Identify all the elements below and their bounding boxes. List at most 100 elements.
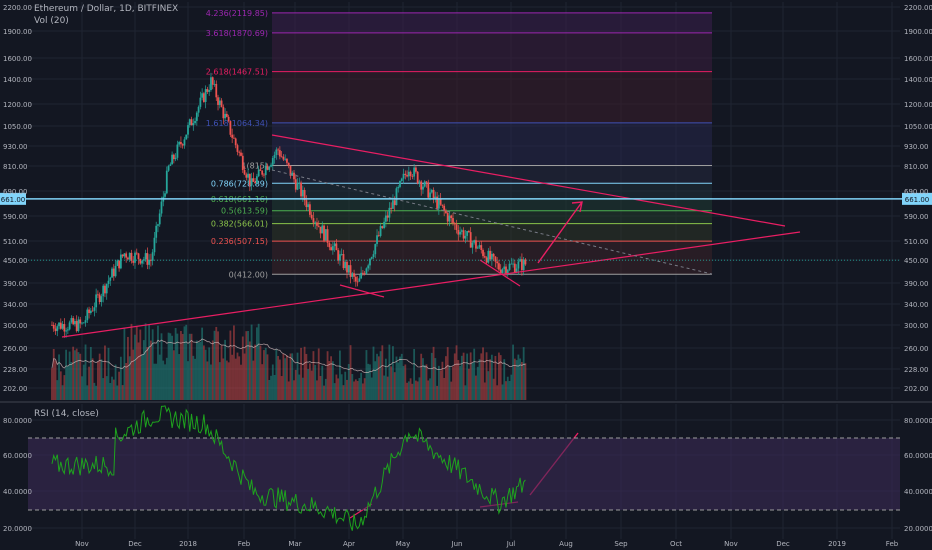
volume-bar: [406, 382, 408, 400]
volume-bar: [181, 333, 184, 400]
candle-body: [390, 207, 393, 209]
candle-body: [256, 176, 258, 184]
volume-bar: [415, 380, 417, 400]
volume-bar: [358, 378, 361, 400]
candle-body: [400, 178, 403, 181]
volume-bar: [498, 352, 500, 400]
volume-bar: [376, 353, 378, 400]
candle-body: [155, 225, 158, 238]
volume-bar: [330, 356, 332, 400]
candle-body: [340, 254, 343, 255]
volume-bar: [197, 342, 200, 400]
candle-body: [75, 321, 78, 332]
candle-body: [296, 182, 299, 190]
candle-body: [501, 269, 504, 274]
fib-level-label: 3.618(1870.69): [206, 29, 268, 38]
candle-body: [82, 322, 85, 324]
volume-bar: [319, 375, 322, 400]
volume-bar: [135, 326, 138, 400]
volume-bar: [150, 340, 152, 400]
x-tick-label: Nov: [75, 540, 89, 548]
candle-body: [116, 260, 119, 266]
candle-body: [128, 252, 131, 260]
candle-body: [342, 254, 345, 269]
x-tick-label: Feb: [886, 540, 899, 548]
volume-bar: [54, 360, 57, 400]
volume-bar: [201, 327, 204, 400]
volume-bar: [75, 348, 78, 400]
candle-body: [480, 245, 483, 250]
candle-body: [247, 173, 249, 178]
volume-bar: [455, 345, 458, 400]
volume-bar: [56, 380, 59, 400]
y-tick-label-right: 390.00: [904, 280, 929, 288]
volume-bar: [296, 352, 299, 400]
volume-ma-line: [51, 338, 526, 374]
candle-body: [137, 253, 140, 259]
volume-bar: [418, 377, 421, 400]
candle-body: [459, 231, 461, 235]
candle-body: [460, 230, 463, 232]
candle-body: [326, 229, 329, 243]
candle-body: [478, 245, 481, 248]
candle-body: [362, 272, 364, 274]
y-tick-label-left: 1200.00: [3, 101, 32, 109]
candle-body: [88, 309, 90, 314]
volume-bar: [222, 358, 225, 400]
volume-bar: [280, 376, 283, 400]
volume-bars: [51, 323, 527, 400]
volume-bar: [321, 365, 324, 400]
volume-bar: [416, 381, 419, 400]
volume-bar: [245, 331, 248, 400]
time-axis: Nov Dec 2018 Feb Mar Apr May Jun Jul Aug Sep Oct Nov…: [75, 540, 899, 548]
candle-body: [416, 171, 419, 184]
volume-bar: [512, 344, 514, 400]
volume-bar: [515, 360, 518, 400]
y-tick-label-right: 2200.00: [904, 4, 932, 12]
candle-body: [254, 181, 257, 184]
volume-bar: [323, 385, 325, 400]
volume-bar: [353, 381, 355, 400]
volume-bar: [137, 342, 140, 400]
fib-band: [272, 71, 712, 123]
candle-body: [134, 252, 136, 263]
price-axis: 2200.00 2200.00 1900.00 1900.00 1600.00 1600.…: [3, 4, 932, 393]
volume-bar: [224, 339, 226, 400]
volume-bar: [485, 352, 488, 400]
volume-bar: [178, 354, 181, 400]
candle-body: [192, 123, 195, 126]
candle-body: [227, 116, 230, 122]
candle-body: [233, 137, 235, 139]
volume-bar: [354, 379, 357, 400]
candle-body: [171, 154, 173, 165]
volume-bar: [256, 327, 258, 400]
volume-bar: [335, 374, 338, 400]
volume-bar: [443, 377, 446, 400]
candle-body: [114, 265, 117, 277]
candle-body: [176, 144, 179, 158]
y-tick-label-right: 260.00: [904, 345, 929, 353]
volume-bar: [218, 362, 221, 400]
rsi-tick-label-left: 40.0000: [3, 488, 32, 496]
candle-body: [312, 218, 315, 223]
candle-body: [264, 165, 267, 176]
volume-bar: [84, 344, 87, 400]
candle-body: [379, 226, 382, 236]
y-tick-label-right: 228.00: [904, 366, 929, 374]
x-tick-label: Apr: [343, 540, 355, 548]
volume-bar: [118, 371, 120, 400]
candle-body: [107, 280, 110, 284]
volume-bar: [369, 364, 371, 400]
volume-bar: [522, 347, 525, 400]
candle-body: [522, 259, 525, 271]
volume-bar: [356, 381, 359, 400]
candle-body: [436, 196, 438, 209]
volume-bar: [347, 364, 350, 400]
volume-bar: [236, 352, 239, 400]
volume-bar: [112, 379, 115, 400]
candle-body: [132, 260, 135, 263]
candle-body: [372, 254, 375, 258]
volume-bar: [399, 356, 401, 400]
candle-body: [139, 258, 142, 264]
